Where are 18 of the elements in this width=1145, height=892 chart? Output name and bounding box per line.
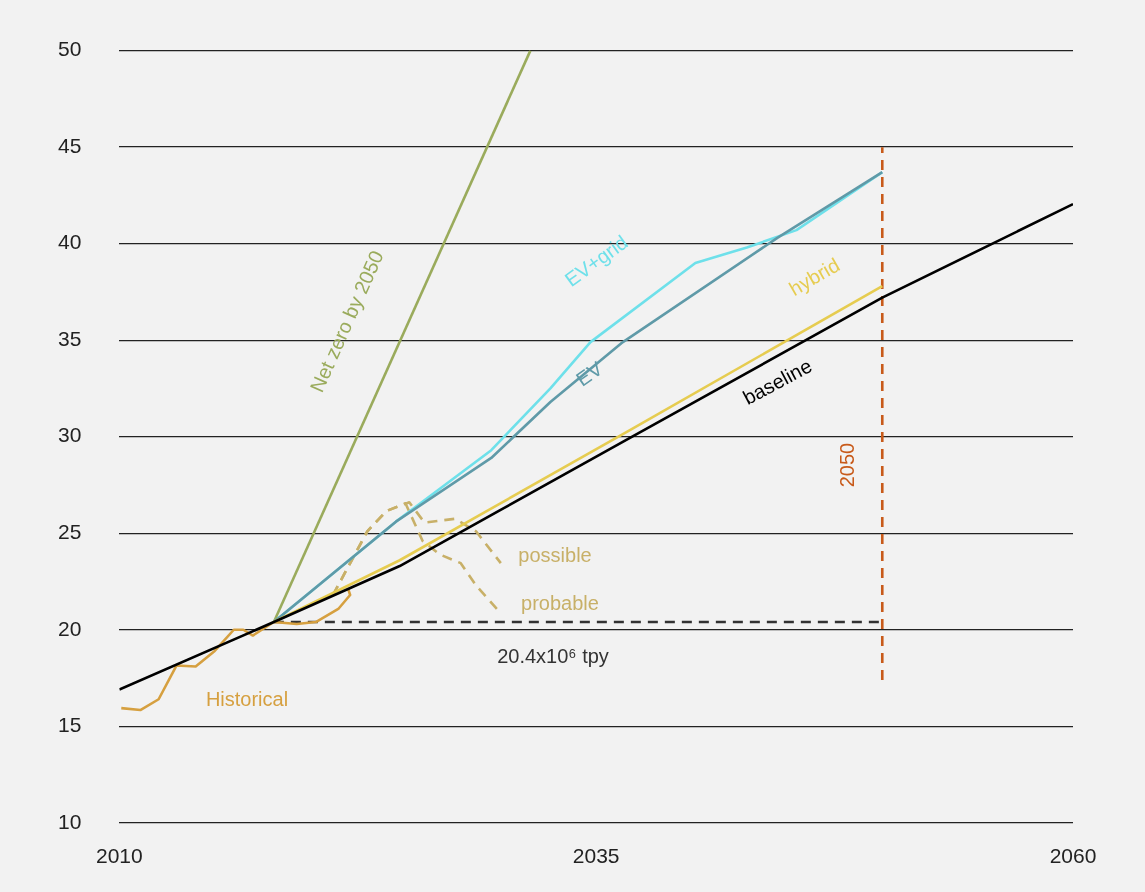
y-tick-label: 10 <box>58 809 82 833</box>
x-tick-label: 2010 <box>96 844 143 868</box>
text: 2050 <box>835 442 858 488</box>
y-tick-label: 35 <box>58 326 82 350</box>
x-tick-label: 2060 <box>1049 844 1097 868</box>
y-tick-label: 25 <box>58 520 82 544</box>
series-label: possible <box>518 543 592 566</box>
series-label: 20.4x10⁶ tpy <box>497 644 609 667</box>
x-tick-label: 2035 <box>572 844 620 868</box>
y-tick-label: 40 <box>58 230 82 254</box>
y-tick-label: 45 <box>58 133 82 157</box>
text: Net zero by 2050 <box>305 247 388 396</box>
y-tick-label: 50 <box>58 37 82 61</box>
y-tick-label: 20 <box>58 616 82 640</box>
y-tick-label: 30 <box>58 423 82 447</box>
series-label: Historical <box>205 687 289 710</box>
series-label: probable <box>521 591 599 614</box>
y-tick-label: 15 <box>58 713 82 737</box>
